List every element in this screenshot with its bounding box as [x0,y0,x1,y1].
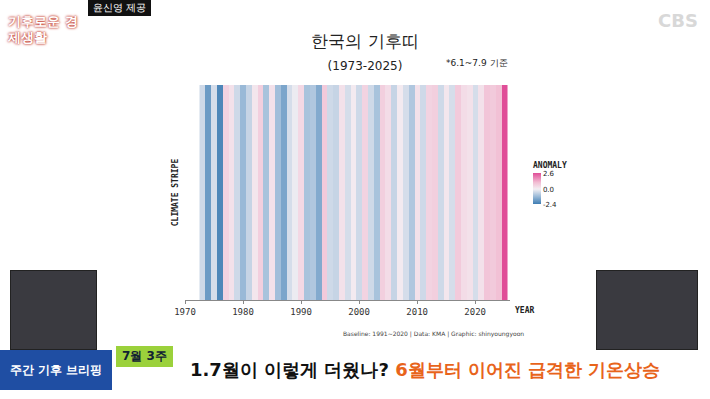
svg-text:Baseline: 1991~2020 | Data: KM: Baseline: 1991~2020 | Data: KMA | Graphi… [343,330,524,338]
svg-text:-2.4: -2.4 [543,201,557,209]
svg-text:1990: 1990 [290,307,312,317]
html-text:7월 3주: 7월 3주 [122,349,167,363]
svg-text:2000: 2000 [348,307,370,317]
svg-text:0.0: 0.0 [543,186,554,194]
html-text:주간 기후 브리핑: 주간 기후 브리핑 [9,363,103,377]
html-text:CBS: CBS [658,10,698,31]
svg-text:한국의 기후띠(1973-2025): 한국의 기후띠(1973-2025) [311,31,418,72]
html-text:윤신영 제공: 윤신영 제공 [93,2,147,13]
svg-text:1980: 1980 [232,307,254,317]
svg-text:2.6: 2.6 [543,170,555,178]
html-text:1.7월이 이렇게 더웠나? 6월부터 이어진 급격한 기온: 1.7월이 이렇게 더웠나? 6월부터 이어진 급격한 기온상승 [190,359,661,380]
svg-text:2020: 2020 [464,307,486,317]
svg-text:1970: 1970 [174,307,196,317]
html-text:기후로운 경제생활: 기후로운 경제생활 [8,14,78,45]
svg-text:2010: 2010 [406,307,428,317]
svg-text:YEAR: YEAR [515,306,534,315]
svg-text:ANOMALY: ANOMALY [533,161,567,170]
svg-text:CLIMATE STRIPE: CLIMATE STRIPE [171,159,180,227]
svg-text:*6.1~7.9 기준: *6.1~7.9 기준 [446,58,508,68]
